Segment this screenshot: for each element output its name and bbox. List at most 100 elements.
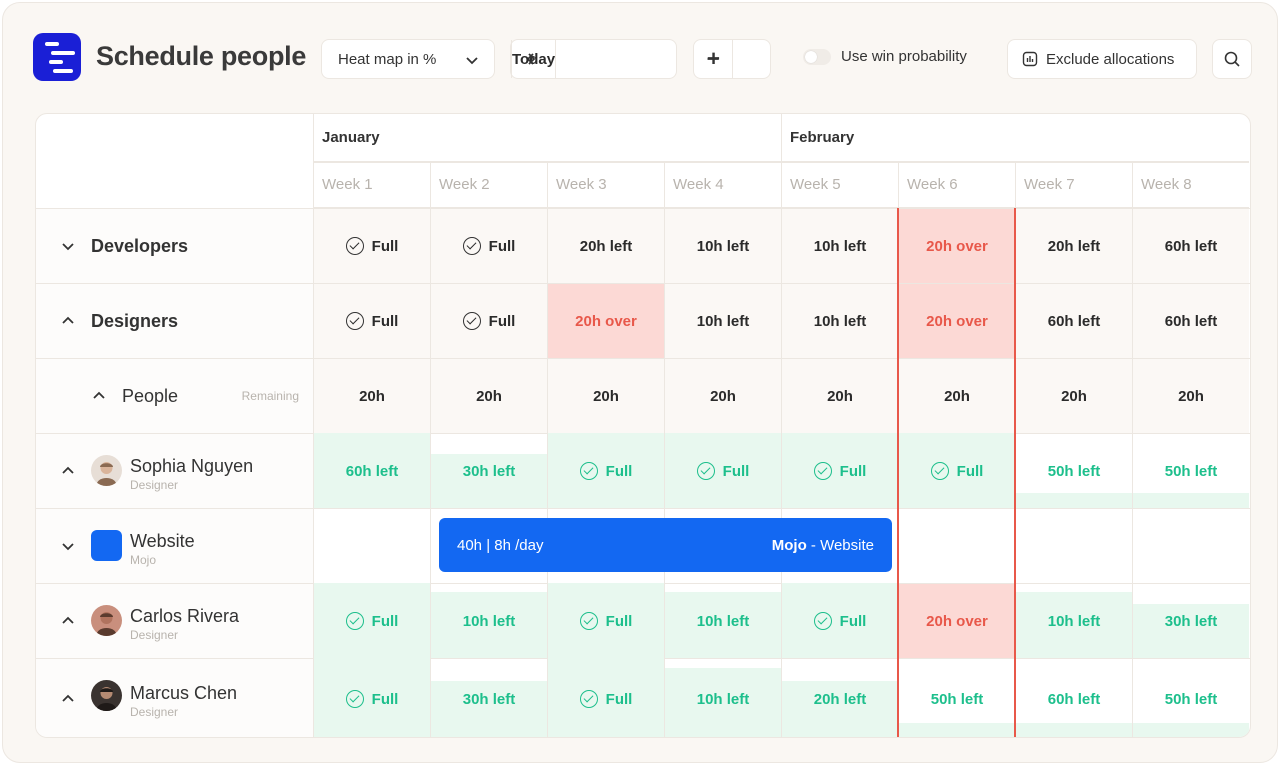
chevron-up-icon[interactable] <box>60 613 76 629</box>
marcus-week-6-cell[interactable]: 50h left <box>899 659 1015 737</box>
group-row-developers[interactable]: Developers <box>36 209 313 283</box>
chevron-up-icon[interactable] <box>91 388 107 404</box>
marcus-week-7-cell[interactable]: 60h left <box>1016 659 1132 737</box>
cell-value: Full <box>839 462 867 480</box>
zoom-out-button[interactable]: − <box>694 40 733 78</box>
carlos-week-2-cell[interactable]: 10h left <box>431 584 547 658</box>
person-row-marcus[interactable]: Marcus Chen Designer <box>36 659 313 737</box>
chevron-up-icon[interactable] <box>60 463 76 479</box>
group-row-designers[interactable]: Designers <box>36 284 313 358</box>
win-probability-toggle[interactable] <box>803 48 831 65</box>
availability-fill <box>665 592 781 658</box>
designers-week-7-cell[interactable]: 60h left <box>1016 284 1132 358</box>
project-name: Website <box>130 531 195 551</box>
people-week-4-cell[interactable]: 20h <box>665 359 781 433</box>
designers-week-8-cell[interactable]: 60h left <box>1133 284 1249 358</box>
sophia-week-2-cell[interactable]: 30h left <box>431 434 547 508</box>
current-week-marker-right <box>1014 208 1016 737</box>
cell-value: 10h left <box>813 237 867 255</box>
exclude-allocations-button[interactable]: Exclude allocations <box>1007 39 1197 79</box>
marcus-week-2-cell[interactable]: 30h left <box>431 659 547 737</box>
cell-value: 20h <box>944 387 970 405</box>
availability-fill <box>899 433 1015 508</box>
chevron-down-icon[interactable] <box>60 238 76 254</box>
person-row-sophia[interactable]: Sophia Nguyen Designer <box>36 434 313 508</box>
carlos-week-6-cell[interactable]: 20h over <box>899 584 1015 658</box>
person-row-carlos[interactable]: Carlos Rivera Designer <box>36 584 313 658</box>
chevron-down-icon[interactable] <box>60 538 76 554</box>
availability-fill <box>314 658 430 737</box>
carlos-week-1-cell[interactable]: Full <box>314 584 430 658</box>
cell-value: 50h left <box>1164 462 1218 480</box>
marcus-week-3-cell[interactable]: Full <box>548 659 664 737</box>
search-button[interactable] <box>1212 39 1252 79</box>
people-week-3-cell[interactable]: 20h <box>548 359 664 433</box>
carlos-week-4-cell[interactable]: 10h left <box>665 584 781 658</box>
availability-fill <box>1133 604 1249 658</box>
sophia-week-8-cell[interactable]: 50h left <box>1133 434 1249 508</box>
chevron-down-icon <box>466 57 478 65</box>
allocation-bar[interactable]: 40h | 8h /day Mojo - Website <box>439 518 892 572</box>
check-circle-icon <box>579 612 598 630</box>
cell-value: 10h left <box>696 312 750 330</box>
check-circle-icon <box>813 462 832 480</box>
zoom-in-button[interactable]: + <box>707 46 720 71</box>
people-week-2-cell[interactable]: 20h <box>431 359 547 433</box>
designers-week-1-cell[interactable]: Full <box>314 284 430 358</box>
cell-value: 20h <box>710 387 736 405</box>
designers-week-3-cell[interactable]: 20h over <box>548 284 664 358</box>
chevron-up-icon[interactable] <box>60 313 76 329</box>
people-week-8-cell[interactable]: 20h <box>1133 359 1249 433</box>
cell-value: 60h left <box>1164 312 1218 330</box>
people-week-7-cell[interactable]: 20h <box>1016 359 1132 433</box>
allocation-client: Mojo <box>771 536 807 554</box>
project-row-website[interactable]: Website Mojo <box>36 509 313 583</box>
view-mode-select[interactable]: Heat map in % <box>321 39 495 79</box>
cell-value: 30h left <box>1164 612 1218 630</box>
carlos-week-5-cell[interactable]: Full <box>782 584 898 658</box>
carlos-week-3-cell[interactable]: Full <box>548 584 664 658</box>
column-divider <box>430 162 431 737</box>
next-period-button[interactable] <box>511 40 551 78</box>
developers-week-2-cell[interactable]: Full <box>431 209 547 283</box>
carlos-week-8-cell[interactable]: 30h left <box>1133 584 1249 658</box>
sophia-week-5-cell[interactable]: Full <box>782 434 898 508</box>
cell-value: Full <box>722 462 750 480</box>
group-row-people[interactable]: People Remaining <box>36 359 313 433</box>
sophia-week-3-cell[interactable]: Full <box>548 434 664 508</box>
sophia-week-4-cell[interactable]: Full <box>665 434 781 508</box>
person-name: Sophia Nguyen <box>130 456 254 476</box>
month-header-february: February <box>781 114 1249 162</box>
sophia-week-6-cell[interactable]: Full <box>899 434 1015 508</box>
availability-fill <box>1016 592 1132 658</box>
marcus-week-4-cell[interactable]: 10h left <box>665 659 781 737</box>
people-week-5-cell[interactable]: 20h <box>782 359 898 433</box>
developers-week-7-cell[interactable]: 20h left <box>1016 209 1132 283</box>
check-circle-icon <box>579 690 598 708</box>
people-week-6-cell[interactable]: 20h <box>899 359 1015 433</box>
developers-week-4-cell[interactable]: 10h left <box>665 209 781 283</box>
chevron-up-icon[interactable] <box>60 691 76 707</box>
sophia-week-7-cell[interactable]: 50h left <box>1016 434 1132 508</box>
developers-week-3-cell[interactable]: 20h left <box>548 209 664 283</box>
developers-week-6-cell[interactable]: 20h over <box>899 209 1015 283</box>
marcus-week-8-cell[interactable]: 50h left <box>1133 659 1249 737</box>
cell-value: 30h left <box>462 462 516 480</box>
developers-week-5-cell[interactable]: 10h left <box>782 209 898 283</box>
designers-week-2-cell[interactable]: Full <box>431 284 547 358</box>
designers-week-6-cell[interactable]: 20h over <box>899 284 1015 358</box>
sophia-week-1-cell[interactable]: 60h left <box>314 434 430 508</box>
cell-value: 20h over <box>926 612 988 630</box>
developers-week-8-cell[interactable]: 60h left <box>1133 209 1249 283</box>
person-role: Designer <box>130 628 179 642</box>
designers-week-5-cell[interactable]: 10h left <box>782 284 898 358</box>
cell-value: 20h <box>827 387 853 405</box>
designers-week-4-cell[interactable]: 10h left <box>665 284 781 358</box>
marcus-week-5-cell[interactable]: 20h left <box>782 659 898 737</box>
cell-value: 10h left <box>696 690 750 708</box>
people-week-1-cell[interactable]: 20h <box>314 359 430 433</box>
developers-week-1-cell[interactable]: Full <box>314 209 430 283</box>
marcus-week-1-cell[interactable]: Full <box>314 659 430 737</box>
carlos-week-7-cell[interactable]: 10h left <box>1016 584 1132 658</box>
